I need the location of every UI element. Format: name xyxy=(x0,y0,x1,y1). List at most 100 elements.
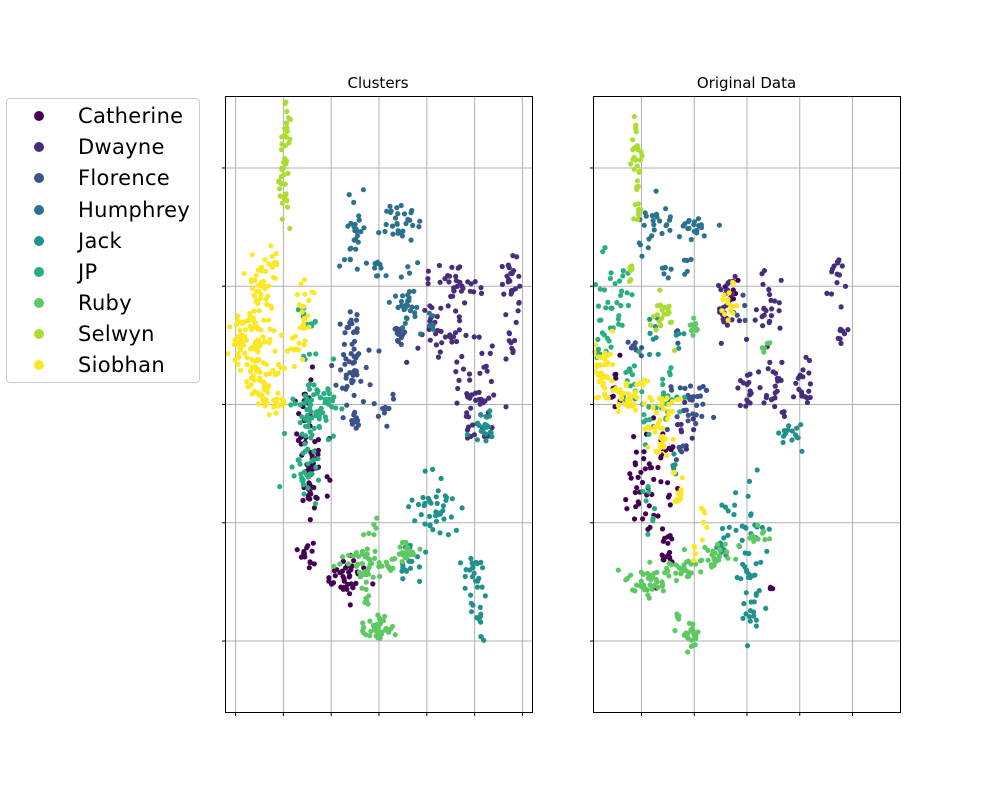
data-point xyxy=(700,383,706,390)
data-point xyxy=(438,305,444,311)
data-point xyxy=(470,422,476,428)
data-point xyxy=(415,345,421,351)
data-point xyxy=(635,217,641,223)
data-point xyxy=(283,99,289,105)
data-point xyxy=(835,259,841,265)
data-point xyxy=(629,372,636,378)
data-point xyxy=(297,461,303,467)
data-point xyxy=(637,583,643,589)
data-point xyxy=(623,382,629,388)
data-point xyxy=(277,193,283,199)
data-point xyxy=(227,324,233,330)
data-point xyxy=(477,604,483,611)
data-point xyxy=(266,412,272,418)
data-point xyxy=(310,540,316,546)
data-point xyxy=(440,503,446,509)
data-point xyxy=(309,548,315,554)
data-point xyxy=(646,461,652,467)
data-point xyxy=(296,340,302,346)
data-point xyxy=(330,580,337,586)
data-point xyxy=(725,555,731,561)
original-data-points xyxy=(591,114,851,655)
data-point xyxy=(734,312,740,318)
data-point xyxy=(454,283,460,289)
data-point xyxy=(759,345,765,351)
data-point xyxy=(839,263,845,269)
data-point xyxy=(766,536,773,542)
data-point xyxy=(279,141,285,147)
data-point xyxy=(301,325,307,331)
data-point xyxy=(351,359,357,365)
data-point xyxy=(510,348,516,354)
data-point xyxy=(661,271,667,277)
data-point xyxy=(425,268,431,274)
data-point xyxy=(767,584,774,590)
legend-label: Florence xyxy=(78,165,171,190)
data-point xyxy=(422,307,428,313)
data-point xyxy=(640,516,646,522)
data-point xyxy=(417,218,423,224)
data-point xyxy=(315,451,321,458)
data-point xyxy=(681,546,688,553)
data-point xyxy=(687,322,693,328)
data-point xyxy=(354,312,360,318)
data-point xyxy=(749,573,755,579)
data-point xyxy=(628,475,634,481)
data-point xyxy=(789,437,795,443)
data-point xyxy=(312,439,318,445)
data-point xyxy=(232,357,238,363)
data-point xyxy=(684,268,690,274)
data-point xyxy=(609,328,615,334)
data-point xyxy=(639,479,646,486)
data-point xyxy=(241,271,247,277)
data-point xyxy=(517,283,523,289)
data-point xyxy=(638,578,644,584)
data-point xyxy=(767,318,773,324)
data-point xyxy=(673,562,679,568)
data-point xyxy=(282,126,288,132)
data-point xyxy=(233,322,239,328)
data-point xyxy=(764,340,770,346)
data-point xyxy=(794,425,800,431)
data-point xyxy=(376,230,382,236)
data-point xyxy=(407,565,414,571)
data-point xyxy=(747,614,753,620)
data-point xyxy=(265,293,271,299)
data-point xyxy=(596,379,602,385)
data-point xyxy=(248,277,255,283)
data-point xyxy=(453,338,460,345)
data-point xyxy=(647,416,653,423)
data-point xyxy=(644,378,651,384)
data-point xyxy=(643,213,649,219)
data-point xyxy=(618,395,625,401)
data-point xyxy=(651,476,657,482)
data-point xyxy=(476,334,482,340)
data-point xyxy=(376,261,382,267)
data-point xyxy=(831,263,837,269)
legend-label: Humphrey xyxy=(78,197,191,222)
data-point xyxy=(772,383,778,389)
data-point xyxy=(636,240,642,246)
data-point xyxy=(288,346,294,352)
data-point xyxy=(662,535,668,542)
data-point xyxy=(623,369,629,375)
data-point xyxy=(698,224,705,231)
data-point xyxy=(258,292,264,298)
data-point xyxy=(337,263,343,269)
data-point xyxy=(347,602,353,608)
data-point xyxy=(352,338,358,344)
data-point xyxy=(260,334,266,340)
data-point xyxy=(392,326,398,332)
data-point xyxy=(263,397,269,403)
data-point xyxy=(716,222,723,228)
data-point xyxy=(353,246,359,252)
data-point xyxy=(512,286,519,292)
data-point xyxy=(647,524,653,531)
data-point xyxy=(627,264,633,270)
data-point xyxy=(744,372,751,378)
data-point xyxy=(348,581,354,587)
data-point xyxy=(691,394,697,400)
data-point xyxy=(270,404,277,410)
data-point xyxy=(422,521,428,527)
data-point xyxy=(425,281,431,287)
